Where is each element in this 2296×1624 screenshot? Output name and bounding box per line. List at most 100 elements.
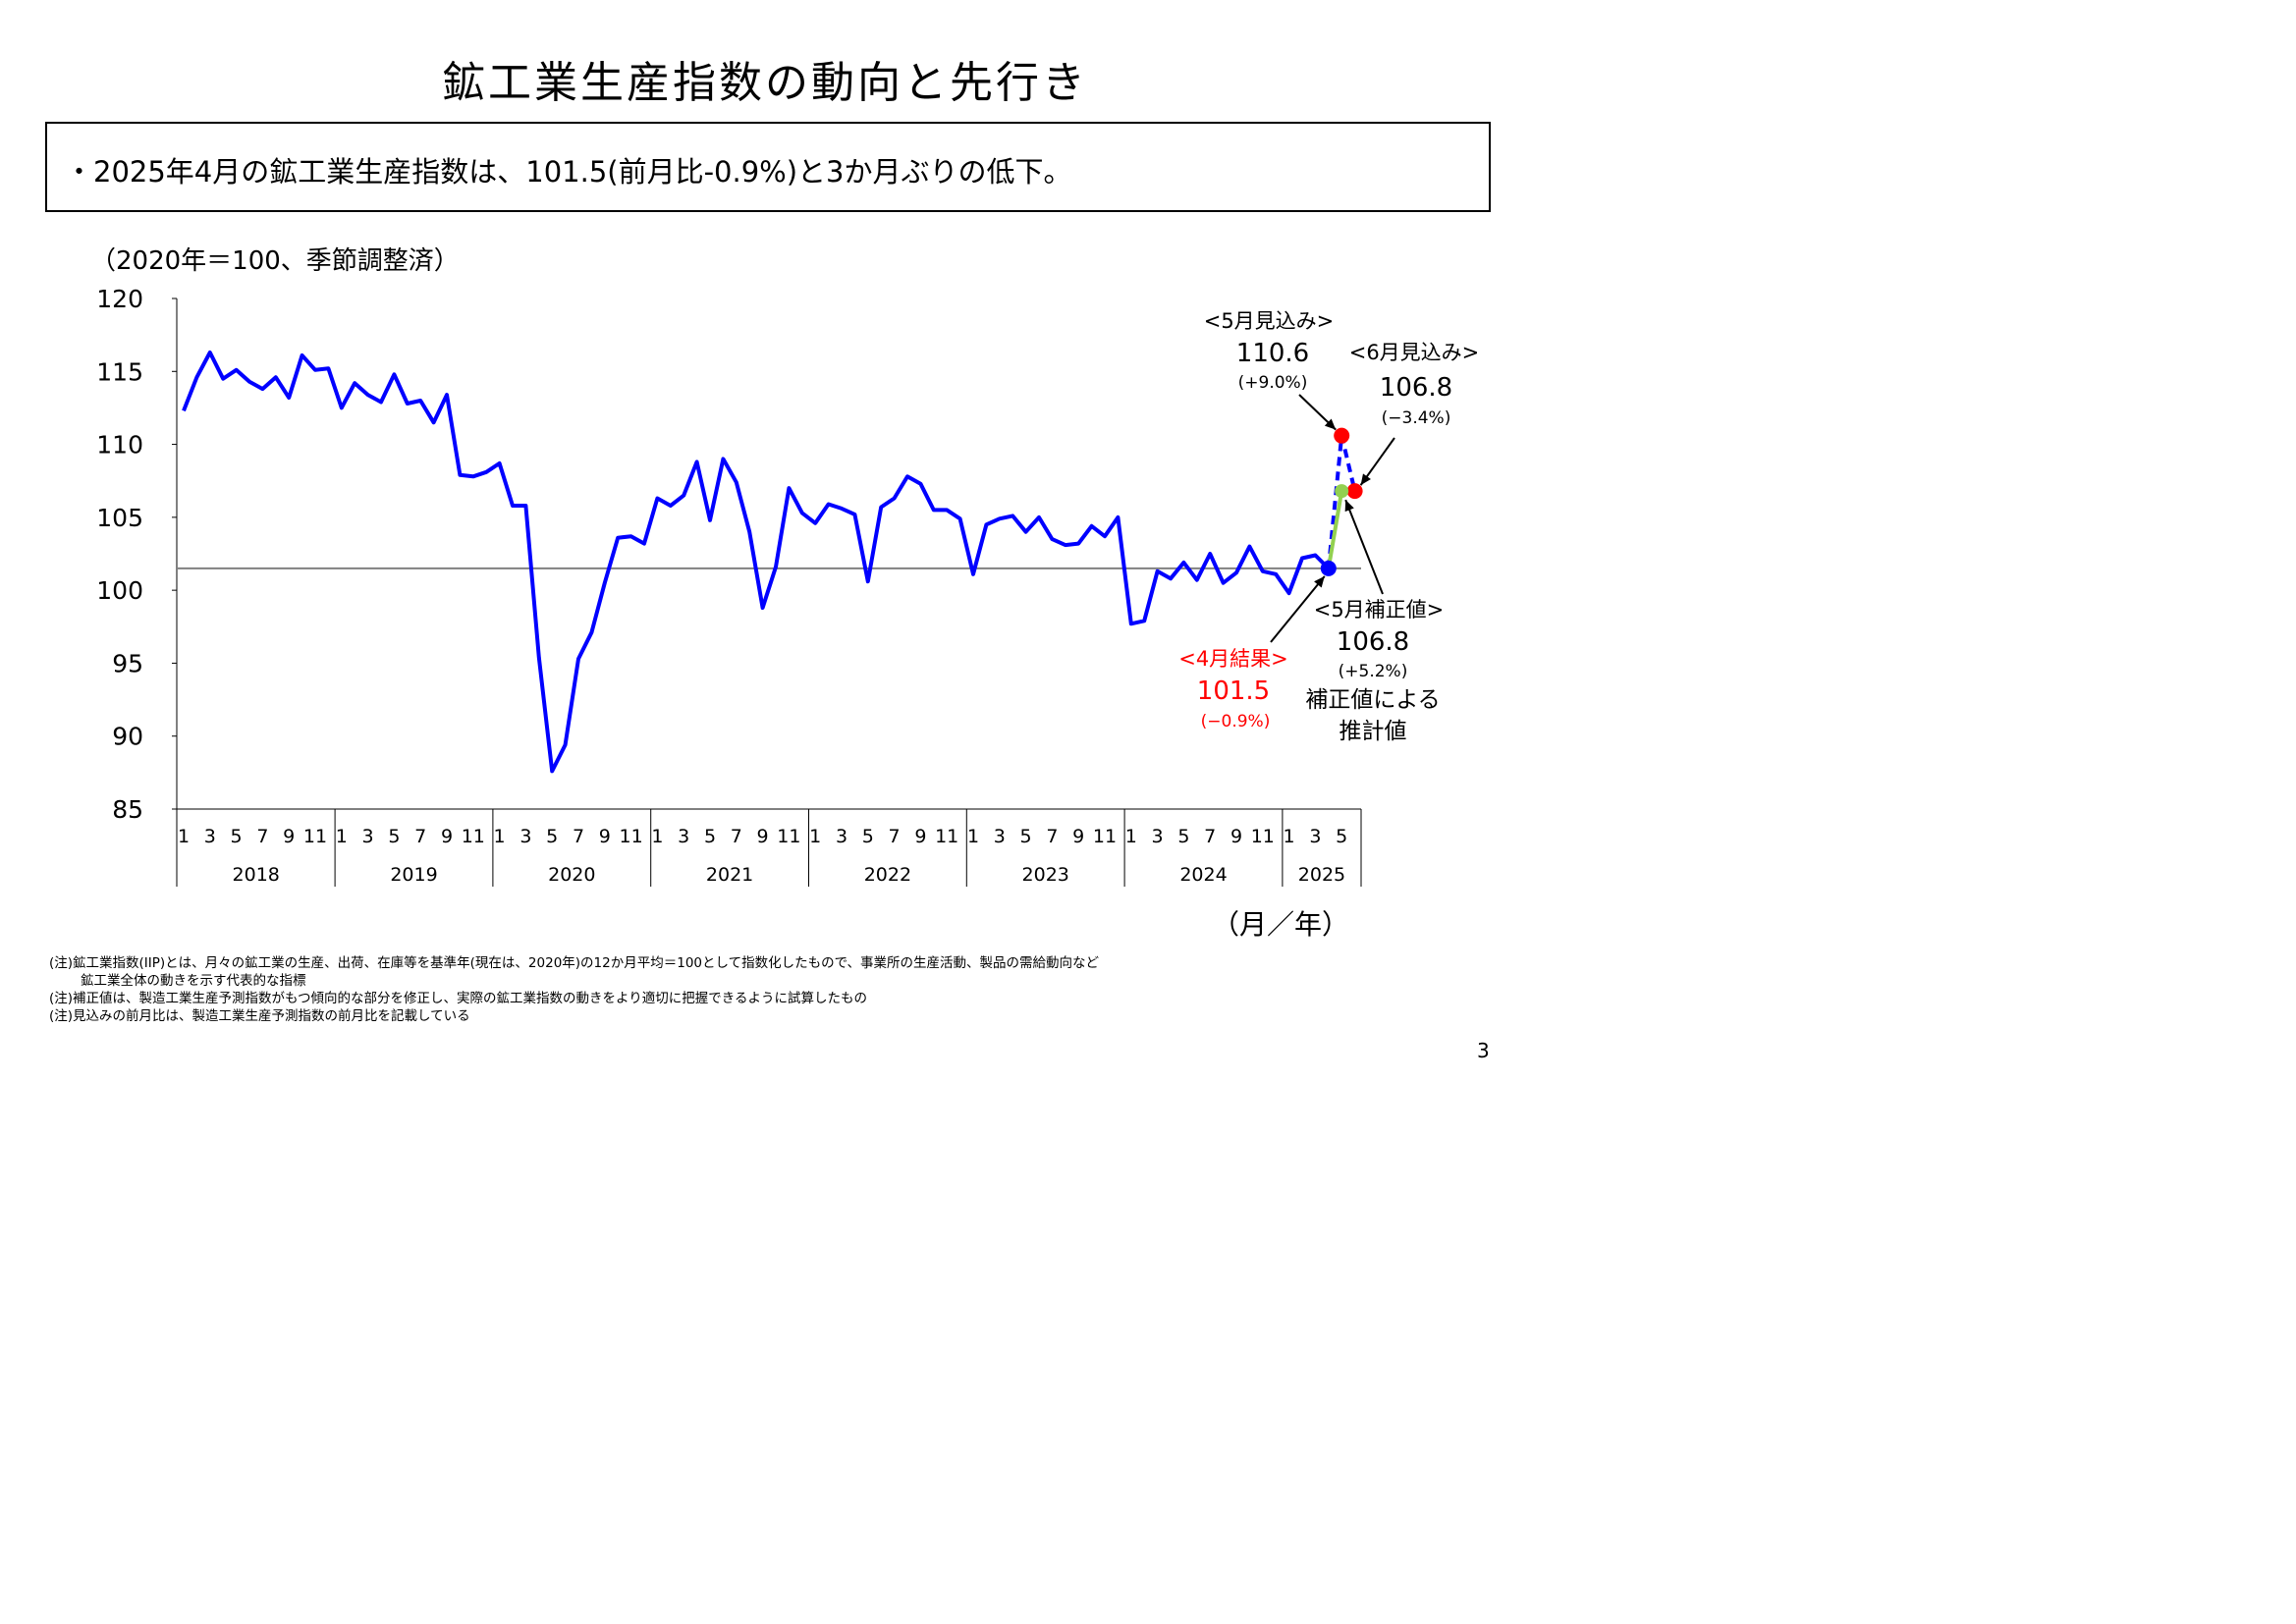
may-corrected-point <box>1335 484 1349 499</box>
x-month-tick-label: 5 <box>1177 826 1189 847</box>
june-forecast-point <box>1346 483 1363 500</box>
annotations: <5月見込み> 110.6 (+9.0%) <6月見込み> 106.8 (−3.4%) <5… <box>1178 309 1479 744</box>
x-month-tick-label: 1 <box>809 826 821 847</box>
x-year-label: 2024 <box>1179 864 1227 886</box>
x-month-tick-label: 3 <box>678 826 689 847</box>
summary-text: ・2025年4月の鉱工業生産指数は、101.5(前月比-0.9%)と3か月ぶりの… <box>65 155 1072 189</box>
x-month-tick-label: 5 <box>388 826 400 847</box>
x-month-tick-label: 7 <box>256 826 268 847</box>
x-month-tick-label: 11 <box>1251 826 1275 847</box>
x-month-tick-label: 1 <box>967 826 979 847</box>
footnotes: (注)鉱工業指数(IIP)とは、月々の鉱工業の生産、出荷、在庫等を基準年(現在は… <box>49 954 1099 1025</box>
x-month-tick-label: 7 <box>1046 826 1058 847</box>
x-month-tick-label: 11 <box>777 826 800 847</box>
summary-box: ・2025年4月の鉱工業生産指数は、101.5(前月比-0.9%)と3か月ぶりの… <box>45 122 1491 212</box>
footnote-3: (注)見込みの前月比は、製造工業生産予測指数の前月比を記載している <box>49 1008 470 1024</box>
x-month-tick-label: 3 <box>204 826 216 847</box>
x-year-label: 2021 <box>706 864 753 886</box>
x-month-tick-label: 11 <box>620 826 643 847</box>
y-axis-unit-label: （2020年＝100、季節調整済） <box>90 246 460 276</box>
x-month-tick-label: 3 <box>836 826 847 847</box>
series-lines <box>182 351 1357 774</box>
x-month-tick-label: 9 <box>441 826 453 847</box>
y-tick-label: 90 <box>112 723 143 751</box>
june-forecast-value: 106.8 <box>1380 373 1452 403</box>
may-forecast-point <box>1334 427 1350 444</box>
may-forecast-arrow <box>1298 394 1337 431</box>
x-month-tick-label: 1 <box>651 826 663 847</box>
may-corrected-change: (+5.2%) <box>1339 662 1408 681</box>
y-tick-label: 115 <box>96 357 143 386</box>
x-month-tick-label: 5 <box>1336 826 1347 847</box>
x-year-label: 2025 <box>1298 864 1345 886</box>
x-month-tick-label: 5 <box>704 826 716 847</box>
may-corrected-value: 106.8 <box>1337 627 1409 657</box>
y-tick-label: 110 <box>96 431 143 460</box>
x-month-tick-label: 9 <box>914 826 926 847</box>
footnote-1-continued: 鉱工業全体の動きを示す代表的な指標 <box>81 973 306 989</box>
may-forecast-change: (+9.0%) <box>1238 373 1308 393</box>
x-month-tick-label: 5 <box>1020 826 1032 847</box>
april-result-value: 101.5 <box>1197 677 1270 706</box>
y-tick-label: 85 <box>112 795 143 824</box>
x-month-tick-label: 1 <box>1284 826 1295 847</box>
x-month-tick-label: 7 <box>414 826 426 847</box>
x-month-tick-label: 1 <box>1125 826 1137 847</box>
x-month-tick-label: 11 <box>1093 826 1117 847</box>
x-month-tick-label: 9 <box>283 826 295 847</box>
x-month-tick-label: 11 <box>303 826 327 847</box>
may-corrected-note-1: 補正値による <box>1305 687 1440 713</box>
y-tick-label: 100 <box>96 576 143 605</box>
corrected-line <box>1326 490 1344 569</box>
x-month-tick-label: 9 <box>1230 826 1242 847</box>
page-number: 3 <box>1477 1039 1490 1062</box>
april-result-title: <4月結果> <box>1178 647 1288 671</box>
highlight-points <box>1320 427 1363 576</box>
x-month-tick-label: 11 <box>935 826 958 847</box>
x-month-tick-label: 7 <box>731 826 742 847</box>
x-month-tick-label: 7 <box>573 826 584 847</box>
x-month-tick-label: 3 <box>362 826 374 847</box>
footnote-1: (注)鉱工業指数(IIP)とは、月々の鉱工業の生産、出荷、在庫等を基準年(現在は… <box>49 955 1100 971</box>
may-corrected-arrow <box>1344 499 1384 595</box>
actual-series-line <box>182 351 1331 774</box>
x-month-tick-label: 3 <box>994 826 1006 847</box>
may-forecast-value: 110.6 <box>1236 339 1309 368</box>
x-month-tick-label: 3 <box>1152 826 1164 847</box>
x-year-label: 2020 <box>548 864 595 886</box>
april-result-change: (−0.9%) <box>1201 712 1271 731</box>
y-tick-label: 105 <box>96 504 143 532</box>
x-month-tick-label: 7 <box>889 826 901 847</box>
x-month-tick-label: 1 <box>178 826 190 847</box>
x-year-label: 2018 <box>233 864 280 886</box>
june-forecast-change: (−3.4%) <box>1382 408 1451 428</box>
april-result-point <box>1320 560 1337 576</box>
y-tick-label: 95 <box>112 649 143 677</box>
x-year-label: 2023 <box>1022 864 1069 886</box>
x-month-tick-label: 9 <box>599 826 611 847</box>
y-tick-label: 120 <box>96 285 143 313</box>
x-month-tick-label: 3 <box>519 826 531 847</box>
x-month-tick-label: 1 <box>494 826 506 847</box>
may-corrected-note-2: 推計値 <box>1339 719 1407 744</box>
x-month-tick-label: 7 <box>1204 826 1216 847</box>
x-month-tick-label: 5 <box>862 826 874 847</box>
x-year-label: 2019 <box>390 864 437 886</box>
april-result-arrow <box>1270 575 1326 643</box>
may-corrected-title: <5月補正値> <box>1314 598 1445 622</box>
may-forecast-title: <5月見込み> <box>1204 309 1335 333</box>
x-month-tick-label: 5 <box>546 826 558 847</box>
x-year-label: 2022 <box>864 864 911 886</box>
x-month-tick-label: 5 <box>231 826 243 847</box>
x-month-tick-label: 11 <box>462 826 485 847</box>
x-month-tick-label: 9 <box>757 826 769 847</box>
x-month-tick-label: 9 <box>1072 826 1084 847</box>
x-axis-unit-label: （月／年） <box>1212 908 1350 941</box>
x-month-tick-label: 1 <box>336 826 348 847</box>
june-forecast-title: <6月見込み> <box>1349 341 1480 364</box>
x-month-tick-label: 3 <box>1309 826 1321 847</box>
footnote-2: (注)補正値は、製造工業生産予測指数がもつ傾向的な部分を修正し、実際の鉱工業指数… <box>49 991 867 1006</box>
page-title: 鉱工業生産指数の動向と先行き <box>442 58 1088 108</box>
